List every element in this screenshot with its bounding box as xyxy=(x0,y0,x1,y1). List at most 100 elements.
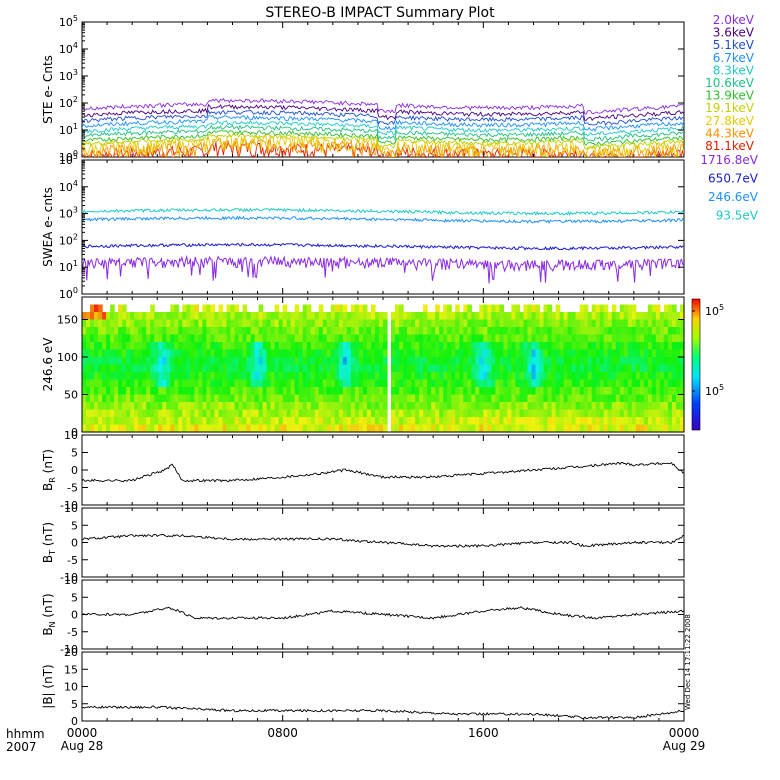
heatmap-cell xyxy=(503,424,508,433)
heatmap-cell xyxy=(94,304,99,313)
heatmap-cell xyxy=(643,364,649,373)
heatmap-cell xyxy=(531,379,537,388)
y-tick-label: -10 xyxy=(60,499,78,512)
heatmap-cell xyxy=(439,379,444,388)
heatmap-cell xyxy=(439,394,444,403)
heatmap-cell xyxy=(226,417,232,426)
heatmap-cell xyxy=(543,402,549,411)
heatmap-cell xyxy=(190,319,195,328)
heatmap-cell xyxy=(647,349,653,358)
heatmap-cell xyxy=(599,417,605,426)
heatmap-cell xyxy=(290,312,296,321)
heatmap-cell xyxy=(447,327,452,336)
heatmap-cell xyxy=(579,364,585,373)
heatmap-cell xyxy=(403,334,408,343)
heatmap-cell xyxy=(627,409,633,418)
y-tick-label: 5 xyxy=(71,591,78,604)
heatmap-cell xyxy=(178,364,183,373)
heatmap-cell xyxy=(507,402,512,411)
heatmap-cell xyxy=(491,312,496,321)
heatmap-cell xyxy=(346,349,352,358)
heatmap-cell xyxy=(459,372,464,381)
heatmap-cell xyxy=(619,304,625,313)
heatmap-cell xyxy=(443,342,448,351)
heatmap-cell xyxy=(439,319,444,328)
heatmap-cell xyxy=(186,387,191,396)
heatmap-cell xyxy=(338,417,344,426)
heatmap-cell xyxy=(676,364,681,373)
heatmap-cell xyxy=(362,364,368,373)
heatmap-cell xyxy=(82,409,87,418)
heatmap-cell xyxy=(198,327,203,336)
heatmap-cell xyxy=(379,372,384,381)
heatmap-cell xyxy=(118,304,123,313)
heatmap-cell xyxy=(266,312,272,321)
heatmap-cell xyxy=(455,334,460,343)
heatmap-cell xyxy=(298,342,304,351)
heatmap-cell xyxy=(391,394,396,403)
heatmap-cell xyxy=(358,417,364,426)
heatmap-cell xyxy=(391,357,396,366)
heatmap-cell xyxy=(583,372,589,381)
heatmap-cell xyxy=(411,379,416,388)
heatmap-cell xyxy=(182,364,187,373)
heatmap-cell xyxy=(659,409,665,418)
heatmap-cell xyxy=(471,327,476,336)
heatmap-cell xyxy=(226,402,232,411)
heatmap-cell xyxy=(338,409,344,418)
heatmap-cell xyxy=(178,387,183,396)
heatmap-cell xyxy=(190,349,195,358)
heatmap-cell xyxy=(142,327,147,336)
heatmap-cell xyxy=(575,319,581,328)
heatmap-cell xyxy=(366,334,372,343)
heatmap-cell xyxy=(270,319,276,328)
heatmap-cell xyxy=(579,424,585,433)
heatmap-cell xyxy=(158,424,163,433)
heatmap-cell xyxy=(342,402,348,411)
heatmap-cell xyxy=(395,364,400,373)
heatmap-cell xyxy=(190,334,195,343)
heatmap-cell xyxy=(563,379,569,388)
heatmap-cell xyxy=(515,379,520,388)
heatmap-cell xyxy=(134,319,139,328)
heatmap-cell xyxy=(98,304,103,313)
heatmap-cell xyxy=(218,342,224,351)
heatmap-cell xyxy=(615,379,621,388)
heatmap-cell xyxy=(142,409,147,418)
heatmap-cell xyxy=(346,409,352,418)
heatmap-cell xyxy=(571,379,577,388)
heatmap-cell xyxy=(571,327,577,336)
heatmap-cell xyxy=(571,334,577,343)
heatmap-cell xyxy=(479,379,484,388)
heatmap-cell xyxy=(234,379,240,388)
heatmap-cell xyxy=(170,372,175,381)
heatmap-cell xyxy=(134,364,139,373)
heatmap-cell xyxy=(90,319,95,328)
heatmap-cell xyxy=(439,327,444,336)
heatmap-cell xyxy=(354,417,360,426)
heatmap-cell xyxy=(395,424,400,433)
heatmap-cell xyxy=(680,342,685,351)
heatmap-cell xyxy=(90,304,95,313)
heatmap-cell xyxy=(407,424,412,433)
heatmap-cell xyxy=(118,364,123,373)
heatmap-cell xyxy=(579,387,585,396)
heatmap-cell xyxy=(672,334,677,343)
heatmap-cell xyxy=(523,417,529,426)
heatmap-cell xyxy=(214,379,219,388)
heatmap-cell xyxy=(302,327,308,336)
heatmap-cell xyxy=(491,304,496,313)
heatmap-cell xyxy=(667,394,673,403)
heatmap-cell xyxy=(579,327,585,336)
heatmap-cell xyxy=(250,349,256,358)
heatmap-cell xyxy=(246,342,252,351)
heatmap-cell xyxy=(391,319,396,328)
heatmap-cell xyxy=(130,364,135,373)
heatmap-cell xyxy=(519,387,525,396)
heatmap-cell xyxy=(543,304,549,313)
heatmap-cell xyxy=(366,319,372,328)
heatmap-cell xyxy=(511,409,516,418)
heatmap-cell xyxy=(118,402,123,411)
heatmap-cell xyxy=(222,394,228,403)
heatmap-cell xyxy=(623,364,629,373)
